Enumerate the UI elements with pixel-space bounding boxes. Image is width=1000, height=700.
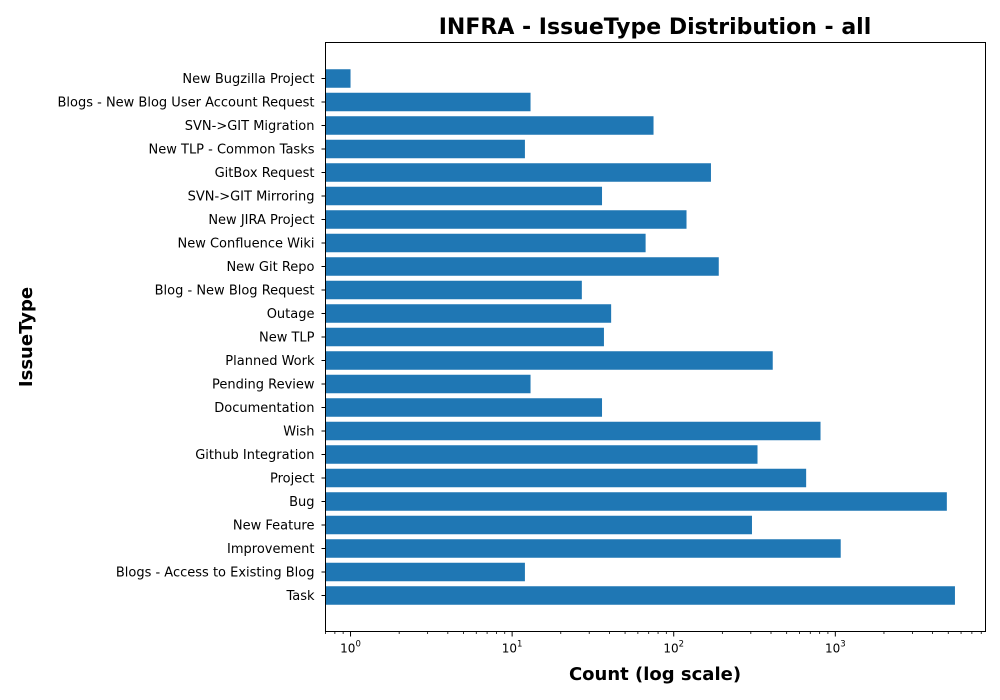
bar [325, 116, 654, 135]
y-tick-label: Pending Review [212, 378, 315, 393]
y-tick-label: Bug [289, 495, 314, 510]
bar [325, 327, 604, 347]
bars-group [325, 69, 955, 605]
bar [325, 398, 603, 417]
y-tick-label: New JIRA Project [208, 213, 314, 228]
bar [325, 92, 531, 112]
x-tick-label: 102 [663, 640, 684, 656]
bar [325, 562, 525, 582]
x-tick-label: 101 [502, 640, 523, 656]
y-tick-label: Project [270, 472, 314, 487]
y-tick-label: New Git Repo [226, 260, 314, 275]
x-axis-label: Count (log scale) [569, 664, 741, 685]
y-tick-label: Planned Work [225, 354, 315, 369]
bar [325, 586, 955, 605]
y-tick-label: Blogs - Access to Existing Blog [116, 566, 315, 581]
y-tick-label: Task [285, 589, 315, 604]
y-tick-label: New TLP - Common Tasks [149, 143, 315, 158]
y-tick-label: GitBox Request [215, 166, 315, 181]
y-tick-label: Documentation [214, 401, 314, 416]
bar [325, 139, 525, 159]
y-tick-label: Github Integration [195, 448, 314, 463]
y-tick-label: SVN->GIT Mirroring [188, 190, 315, 205]
y-tick-label: Blogs - New Blog User Account Request [57, 96, 314, 111]
bar [325, 163, 711, 182]
y-tick-label: SVN->GIT Migration [185, 119, 315, 134]
bar [325, 210, 687, 229]
y-tick-label: New Feature [233, 519, 315, 534]
bar [325, 351, 773, 370]
bar [325, 492, 947, 511]
y-tick-label: New Bugzilla Project [182, 72, 314, 87]
bar [325, 515, 752, 535]
y-tick-label: Blog - New Blog Request [155, 284, 315, 299]
chart-title: INFRA - IssueType Distribution - all [439, 15, 872, 40]
bar [325, 304, 612, 323]
x-tick-label: 103 [825, 640, 846, 656]
bar [325, 374, 531, 394]
y-tick-label: New Confluence Wiki [177, 237, 314, 252]
y-tick-label: Improvement [227, 542, 314, 557]
bar [325, 186, 603, 206]
y-axis-label: IssueType [16, 287, 37, 387]
y-tick-label: Outage [267, 307, 315, 322]
bar [325, 257, 719, 276]
bar [325, 280, 582, 300]
y-axis: New Bugzilla Project Blogs - New Blog Use… [57, 72, 326, 604]
y-tick-label: Wish [283, 425, 314, 440]
bar [325, 233, 646, 253]
x-axis: 100 101 102 103 [325, 631, 982, 656]
bar [325, 539, 841, 558]
bar [325, 445, 758, 464]
bar [325, 69, 351, 88]
y-tick-label: New TLP [259, 331, 315, 346]
bar [325, 421, 821, 441]
x-tick-label: 100 [340, 640, 361, 656]
bar [325, 468, 807, 488]
